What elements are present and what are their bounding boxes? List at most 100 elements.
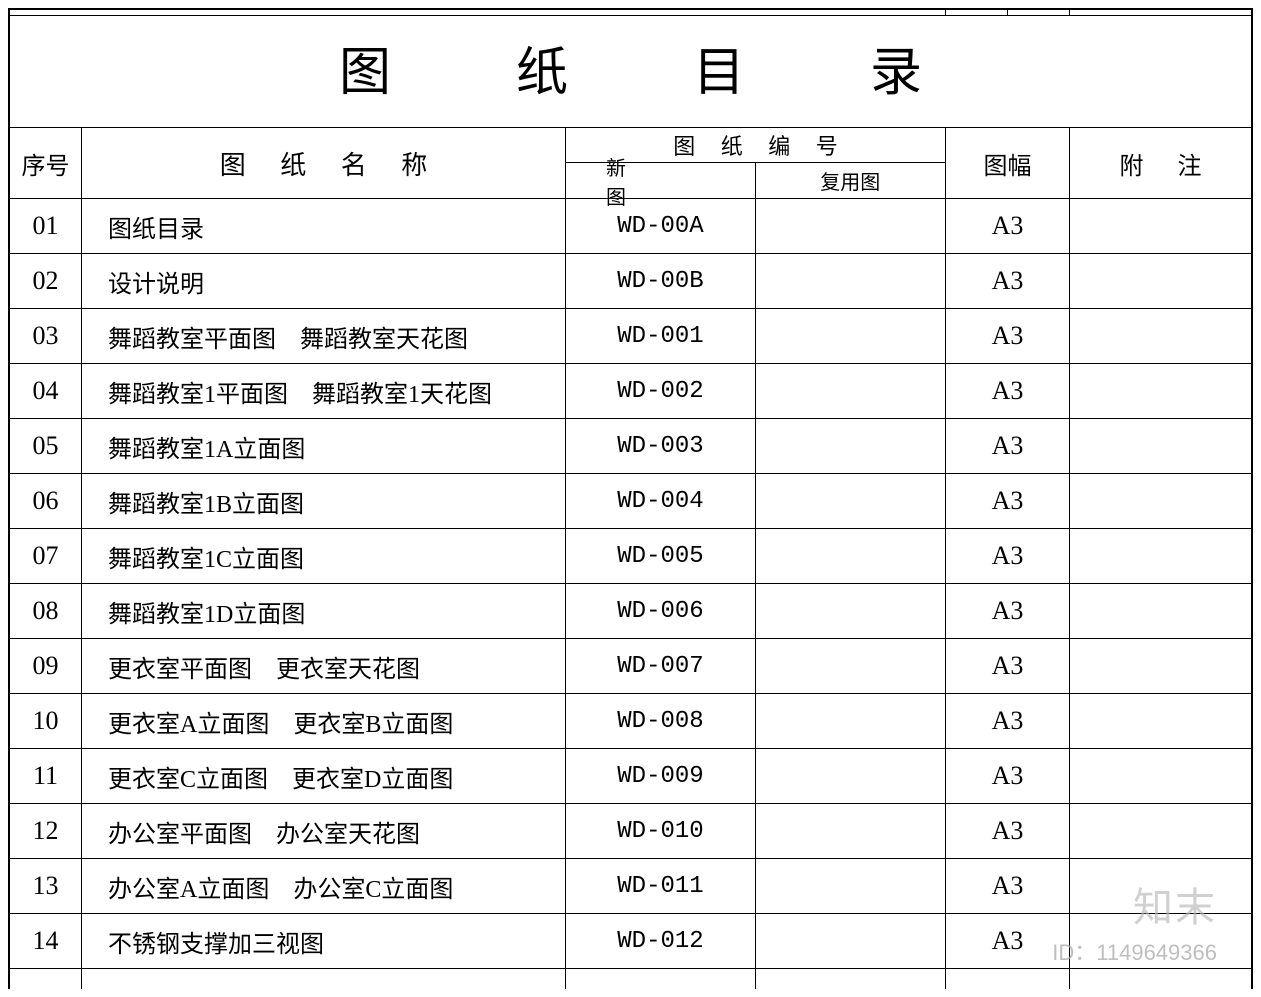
cell-new-code: WD-00A <box>566 199 756 253</box>
page-container: 图 纸 目 录 序号 图 纸 名 称 图 纸 编 号 新 图 复用图 图幅 附 … <box>8 8 1253 989</box>
cell-note <box>1070 529 1251 583</box>
header-reuse-code: 复用图 <box>756 163 945 198</box>
table-row: 07舞蹈教室1C立面图WD-005A3 <box>10 529 1251 584</box>
cell-note <box>1070 364 1251 418</box>
cell-new-code: WD-005 <box>566 529 756 583</box>
header-new-code: 新 图 <box>566 163 756 198</box>
cell-reuse-code <box>756 199 946 253</box>
cell-note <box>1070 199 1251 253</box>
cell-new-code: WD-008 <box>566 694 756 748</box>
cell-reuse-code <box>756 859 946 913</box>
cell-new-code: WD-001 <box>566 309 756 363</box>
cell-seq: 09 <box>10 639 82 693</box>
table-row: 06舞蹈教室1B立面图WD-004 A3 <box>10 474 1251 529</box>
table-row: 10更衣室A立面图 更衣室B立面图WD-008 A3 <box>10 694 1251 749</box>
cell-name: 舞蹈教室平面图 舞蹈教室天花图 <box>82 309 566 363</box>
cell-reuse-code <box>756 694 946 748</box>
cell-reuse-code <box>756 639 946 693</box>
cell-note <box>1070 254 1251 308</box>
cell-new-code: WD-011 <box>566 859 756 913</box>
cell-name: 更衣室C立面图 更衣室D立面图 <box>82 749 566 803</box>
cell-note <box>1070 804 1251 858</box>
cell-name: 舞蹈教室1C立面图 <box>82 529 566 583</box>
cell-size: A3 <box>946 474 1070 528</box>
cell-name: 舞蹈教室1A立面图 <box>82 419 566 473</box>
table-row: 05舞蹈教室1A立面图WD-003 A3 <box>10 419 1251 474</box>
cell-size: A3 <box>946 419 1070 473</box>
watermark-id: ID：1149649366 <box>1052 935 1217 967</box>
page-title: 图 纸 目 录 <box>283 45 978 102</box>
watermark-logo: 知末 <box>1133 875 1217 933</box>
cell-size: A3 <box>946 639 1070 693</box>
cell-seq: 10 <box>10 694 82 748</box>
table-body: 01图纸目录WD-00AA302设计说明WD-00BA303舞蹈教室平面图 舞蹈… <box>10 199 1251 969</box>
header-note: 附 注 <box>1070 128 1251 198</box>
cell-reuse-code <box>756 309 946 363</box>
cell-reuse-code <box>756 804 946 858</box>
cell-note <box>1070 419 1251 473</box>
cell-note <box>1070 584 1251 638</box>
table-row: 11更衣室C立面图 更衣室D立面图WD-009 A3 <box>10 749 1251 804</box>
cell-size: A3 <box>946 694 1070 748</box>
table-header: 序号 图 纸 名 称 图 纸 编 号 新 图 复用图 图幅 附 注 <box>10 128 1251 199</box>
cell-reuse-code <box>756 749 946 803</box>
cell-size: A3 <box>946 254 1070 308</box>
cell-size: A3 <box>946 309 1070 363</box>
cell-seq: 07 <box>10 529 82 583</box>
cell-name: 舞蹈教室1B立面图 <box>82 474 566 528</box>
cell-seq: 12 <box>10 804 82 858</box>
cell-note <box>1070 639 1251 693</box>
cell-note <box>1070 309 1251 363</box>
cell-note <box>1070 749 1251 803</box>
cell-seq: 02 <box>10 254 82 308</box>
cell-note <box>1070 474 1251 528</box>
cell-new-code: WD-010 <box>566 804 756 858</box>
table-row: 01图纸目录WD-00A A3 <box>10 199 1251 254</box>
cell-reuse-code <box>756 914 946 968</box>
cell-name: 图纸目录 <box>82 199 566 253</box>
bottom-partial-row <box>10 969 1251 989</box>
cell-new-code: WD-007 <box>566 639 756 693</box>
table-row: 08舞蹈教室1D立面图WD-006A3 <box>10 584 1251 639</box>
cell-note <box>1070 694 1251 748</box>
table-row: 02设计说明WD-00BA3 <box>10 254 1251 309</box>
cell-seq: 03 <box>10 309 82 363</box>
cell-new-code: WD-004 <box>566 474 756 528</box>
cell-new-code: WD-009 <box>566 749 756 803</box>
table-row: 03舞蹈教室平面图 舞蹈教室天花图WD-001 A3 <box>10 309 1251 364</box>
cell-reuse-code <box>756 529 946 583</box>
cell-reuse-code <box>756 419 946 473</box>
cell-seq: 05 <box>10 419 82 473</box>
table-row: 04舞蹈教室1平面图 舞蹈教室1天花图WD-002 A3 <box>10 364 1251 419</box>
cell-seq: 04 <box>10 364 82 418</box>
cell-seq: 13 <box>10 859 82 913</box>
cell-new-code: WD-003 <box>566 419 756 473</box>
header-seq: 序号 <box>10 128 82 198</box>
cell-reuse-code <box>756 474 946 528</box>
cell-size: A3 <box>946 804 1070 858</box>
cell-reuse-code <box>756 254 946 308</box>
cell-size: A3 <box>946 199 1070 253</box>
cell-name: 办公室平面图 办公室天花图 <box>82 804 566 858</box>
table-row: 13办公室A立面图 办公室C立面图WD-011A3 <box>10 859 1251 914</box>
table-row: 12办公室平面图 办公室天花图WD-010 A3 <box>10 804 1251 859</box>
cell-name: 不锈钢支撑加三视图 <box>82 914 566 968</box>
cell-name: 更衣室A立面图 更衣室B立面图 <box>82 694 566 748</box>
cell-size: A3 <box>946 584 1070 638</box>
cell-name: 更衣室平面图 更衣室天花图 <box>82 639 566 693</box>
cell-seq: 14 <box>10 914 82 968</box>
cell-size: A3 <box>946 364 1070 418</box>
cell-seq: 11 <box>10 749 82 803</box>
table-container: 图 纸 目 录 序号 图 纸 名 称 图 纸 编 号 新 图 复用图 图幅 附 … <box>8 8 1253 989</box>
header-name: 图 纸 名 称 <box>82 128 566 198</box>
cell-seq: 06 <box>10 474 82 528</box>
cell-size: A3 <box>946 749 1070 803</box>
cell-reuse-code <box>756 364 946 418</box>
cell-name: 舞蹈教室1平面图 舞蹈教室1天花图 <box>82 364 566 418</box>
cell-new-code: WD-002 <box>566 364 756 418</box>
cell-new-code: WD-012 <box>566 914 756 968</box>
header-code-group: 图 纸 编 号 新 图 复用图 <box>566 128 946 198</box>
header-size: 图幅 <box>946 128 1070 198</box>
cell-seq: 01 <box>10 199 82 253</box>
cell-reuse-code <box>756 584 946 638</box>
